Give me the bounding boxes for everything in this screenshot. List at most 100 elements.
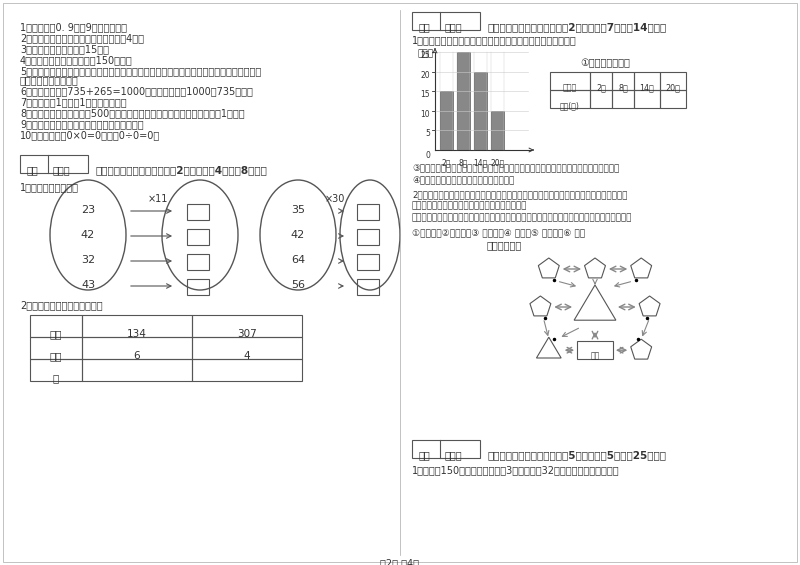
- Text: 6: 6: [134, 351, 140, 361]
- Text: 乘数: 乘数: [50, 351, 62, 361]
- Bar: [82, 315, 192, 337]
- Bar: [412, 440, 480, 458]
- Text: 1、（　　）0. 9里有9个十分之一。: 1、（ ）0. 9里有9个十分之一。: [20, 22, 127, 32]
- Bar: [82, 337, 192, 359]
- Text: 气温(度): 气温(度): [560, 101, 580, 110]
- Bar: [192, 315, 302, 337]
- Bar: [440, 91, 453, 150]
- Bar: [474, 72, 487, 150]
- Text: 20时: 20时: [666, 83, 681, 92]
- Bar: [357, 229, 379, 245]
- Text: 20: 20: [420, 71, 430, 80]
- Bar: [187, 204, 209, 220]
- Text: 8、（　　）小明家离学校500米，他每天上学、回家，一个来回一共要走1千米。: 8、（ ）小明家离学校500米，他每天上学、回家，一个来回一共要走1千米。: [20, 108, 245, 118]
- Text: 15: 15: [420, 90, 430, 99]
- Text: 得分: 得分: [419, 450, 430, 460]
- Bar: [20, 155, 88, 173]
- Text: 方形的周长相等。: 方形的周长相等。: [20, 75, 78, 85]
- Text: 五、认真思考，综合能力（共2小题，每题7分，共14分）。: 五、认真思考，综合能力（共2小题，每题7分，共14分）。: [487, 22, 666, 32]
- Bar: [192, 359, 302, 381]
- Text: 42: 42: [81, 230, 95, 240]
- Text: 1、下面是气温自测仪上记录的某天四个不同时间的气温情况：: 1、下面是气温自测仪上记录的某天四个不同时间的气温情况：: [412, 35, 577, 45]
- Text: 10、（　）因为0×0=0，所以0÷0=0。: 10、（ ）因为0×0=0，所以0÷0=0。: [20, 130, 160, 140]
- Text: 14时: 14时: [640, 83, 654, 92]
- Bar: [550, 90, 590, 108]
- Text: 8时: 8时: [459, 158, 468, 167]
- Text: 评卷人: 评卷人: [53, 165, 70, 175]
- Bar: [357, 204, 379, 220]
- Text: 评卷人: 评卷人: [445, 22, 462, 32]
- Text: 10: 10: [420, 110, 430, 119]
- Text: （度）: （度）: [417, 49, 433, 58]
- Bar: [634, 90, 660, 108]
- Bar: [187, 279, 209, 295]
- Bar: [187, 229, 209, 245]
- Text: 9、（　　）小明面对着东方时，背对着西方。: 9、（ ）小明面对着东方时，背对着西方。: [20, 119, 144, 129]
- Text: 六、活用知识，解决问题（共5小题，每题5分，共25分）。: 六、活用知识，解决问题（共5小题，每题5分，共25分）。: [487, 450, 666, 460]
- Text: 14时: 14时: [474, 158, 488, 167]
- Bar: [357, 254, 379, 270]
- Text: 积: 积: [53, 373, 59, 383]
- Text: 馆和鱼馆的场地分别在动物园的东北角和西北角。: 馆和鱼馆的场地分别在动物园的东北角和西北角。: [412, 201, 527, 210]
- Text: 4、（　　）一本故事书约重150千克。: 4、（ ）一本故事书约重150千克。: [20, 55, 133, 65]
- Text: 1、算一算，填一填。: 1、算一算，填一填。: [20, 182, 79, 192]
- Bar: [634, 72, 660, 90]
- Text: 第2页 共4页: 第2页 共4页: [381, 558, 419, 565]
- Text: 56: 56: [291, 280, 305, 290]
- Text: ×11: ×11: [148, 194, 168, 204]
- Text: 2、（　　）正方形的周长是它的边长的4倍。: 2、（ ）正方形的周长是它的边长的4倍。: [20, 33, 144, 43]
- Bar: [660, 72, 686, 90]
- Text: 23: 23: [81, 205, 95, 215]
- Text: 大门: 大门: [590, 351, 600, 360]
- Text: 5: 5: [425, 129, 430, 138]
- Text: ④实际算一算，这天的平均气温是多少度？: ④实际算一算，这天的平均气温是多少度？: [412, 176, 514, 185]
- Bar: [612, 90, 634, 108]
- Text: 32: 32: [81, 255, 95, 265]
- Text: 307: 307: [237, 329, 257, 339]
- Text: 2时: 2时: [596, 83, 606, 92]
- Bar: [412, 12, 480, 30]
- Text: 0: 0: [425, 151, 430, 160]
- Text: ③这一天的最高气温是（　　）度，最低气温是（　　）度，平均气温大约（　　）度。: ③这一天的最高气温是（ ）度，最低气温是（ ）度，平均气温大约（ ）度。: [412, 163, 619, 172]
- Bar: [612, 72, 634, 90]
- Text: 64: 64: [291, 255, 305, 265]
- Text: 5、（　　）用同一条铁丝先围成一个最大的正方形，再围成一个最大的长方形，长方形和正: 5、（ ）用同一条铁丝先围成一个最大的正方形，再围成一个最大的长方形，长方形和正: [20, 66, 262, 76]
- Bar: [590, 72, 612, 90]
- Bar: [187, 254, 209, 270]
- Text: 得分: 得分: [27, 165, 38, 175]
- Text: 25: 25: [420, 51, 430, 60]
- Text: 7、（　　）1吨铁与1吨棉花一样重。: 7、（ ）1吨铁与1吨棉花一样重。: [20, 97, 126, 107]
- Text: ×30: ×30: [325, 194, 346, 204]
- Text: 3、（　　）李老师身高15米。: 3、（ ）李老师身高15米。: [20, 44, 109, 54]
- Text: 根据小强的描述，请你把这些动物场馆所在的位置，在动物园的导游图上用序号表示出来。: 根据小强的描述，请你把这些动物场馆所在的位置，在动物园的导游图上用序号表示出来。: [412, 213, 633, 222]
- Text: 2、把乘积填在下面的空格里。: 2、把乘积填在下面的空格里。: [20, 300, 102, 310]
- Text: 134: 134: [127, 329, 147, 339]
- Text: 2、走进动物园大门，正北面是狮子山和熊猫馆，狮子山的东側是飞禽馆，四周是猴园，大象: 2、走进动物园大门，正北面是狮子山和熊猫馆，狮子山的东側是飞禽馆，四周是猴园，大…: [412, 190, 627, 199]
- Bar: [577, 341, 613, 359]
- Bar: [357, 279, 379, 295]
- Bar: [590, 90, 612, 108]
- Bar: [192, 337, 302, 359]
- Text: 2时: 2时: [442, 158, 451, 167]
- Bar: [550, 72, 590, 90]
- Bar: [30, 337, 82, 359]
- Bar: [30, 315, 82, 337]
- Text: 动物园导游图: 动物园导游图: [486, 240, 522, 250]
- Bar: [660, 90, 686, 108]
- Text: 20时: 20时: [490, 158, 505, 167]
- Text: 时　间: 时 间: [563, 83, 577, 92]
- Bar: [457, 52, 470, 150]
- Text: 43: 43: [81, 280, 95, 290]
- Text: 8时: 8时: [618, 83, 628, 92]
- Text: 4: 4: [244, 351, 250, 361]
- Bar: [30, 359, 82, 381]
- Text: ①根据统计图填表: ①根据统计图填表: [580, 58, 630, 68]
- Text: 乘数: 乘数: [50, 329, 62, 339]
- Text: 四、看清题目，细心计算（共2小题，每题4分，共8分）。: 四、看清题目，细心计算（共2小题，每题4分，共8分）。: [95, 165, 267, 175]
- Text: 得分: 得分: [419, 22, 430, 32]
- Text: 35: 35: [291, 205, 305, 215]
- Text: 6、（　　）根据735+265=1000，可以直接写出1000－735的差。: 6、（ ）根据735+265=1000，可以直接写出1000－735的差。: [20, 86, 253, 96]
- Text: 评卷人: 评卷人: [445, 450, 462, 460]
- Text: 1、一本书150页，冬冬已经看了3天，每天看32页，还剩多少页没有看？: 1、一本书150页，冬冬已经看了3天，每天看32页，还剩多少页没有看？: [412, 465, 620, 475]
- Bar: [491, 111, 504, 150]
